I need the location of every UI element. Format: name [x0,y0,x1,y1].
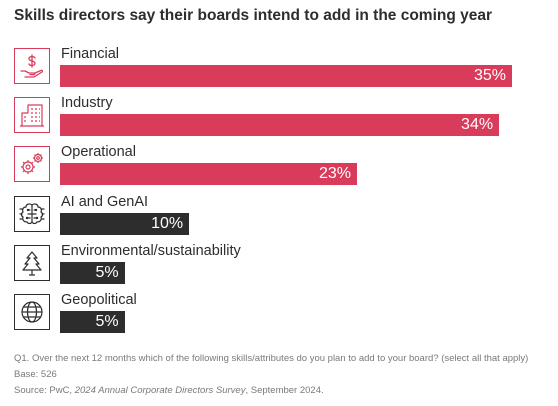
bar [60,311,125,333]
bar [60,114,500,137]
brain-chip-icon [14,195,50,232]
question-footnote: Q1. Over the next 12 months which of the… [14,353,529,364]
category-label: AI and GenAI [61,193,149,210]
base-footnote: Base: 526 [14,369,57,380]
bar-row-geopolitical: Geopolitical 5% [0,292,558,338]
data-label: 10% [151,214,184,232]
dollar-hand-icon [14,48,50,84]
globe-icon [14,294,50,330]
data-label: 35% [473,67,506,84]
category-label: Financial [61,46,120,62]
category-label: Industry [61,95,113,112]
tree-icon [14,244,50,281]
bar-row-operational: Operational 23% [0,144,558,190]
bar [60,212,190,235]
data-label: 5% [95,313,119,330]
bar-row-ai-and-genai: AI and GenAI 10% [0,194,558,240]
data-label: 23% [318,165,352,183]
category-label: Environmental/sustainability [61,242,241,259]
data-label: 5% [95,263,119,281]
source-suffix: , September 2024. [245,385,324,396]
bar-row-industry: Industry 34% [0,95,558,141]
building-icon [14,97,50,134]
category-label: Operational [61,144,136,161]
category-label: Geopolitical [61,292,137,308]
source-footnote: Source: PwC, 2024 Annual Corporate Direc… [14,385,324,396]
source-title: 2024 Annual Corporate Directors Survey [74,385,246,396]
chart-title: Skills directors say their boards intend… [14,7,493,24]
bar [60,261,125,284]
source-prefix: Source: PwC, [14,385,75,396]
bar-row-financial: Financial 35% [0,46,558,92]
data-label: 34% [461,116,494,134]
bar [60,163,358,186]
bar-row-environmental-sustainability: Environmental/sustainability 5% [0,243,558,289]
bar [60,65,512,87]
gears-icon [14,146,50,183]
